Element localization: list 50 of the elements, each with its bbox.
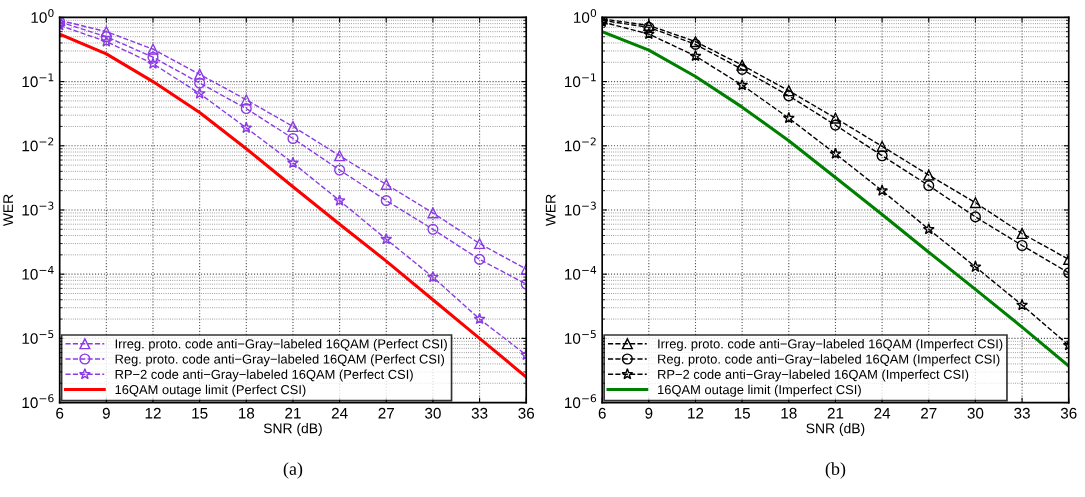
legend-label: Reg. proto. code anti−Gray−labeled 16QAM (Imperfect CSI): [658, 354, 1000, 367]
x-tick-label: 21: [827, 407, 844, 419]
legend-label: RP−2 code anti−Gray−labeled 16QAM (Perfect CSI): [115, 369, 413, 382]
y-tick-label: 10$^{−3}$: [22, 201, 54, 216]
x-tick-label: 36: [518, 407, 535, 419]
y-tick-label: 10$^{−5}$: [22, 330, 54, 344]
x-tick-label: 18: [781, 407, 797, 419]
x-tick-label: 21: [285, 407, 301, 419]
x-tick-label: 36: [1060, 407, 1077, 419]
x-tick-label: 9: [102, 407, 110, 419]
legend-label: Reg. proto. code anti−Gray−labeled 16QAM (Perfect CSI): [115, 354, 445, 367]
x-axis-title: SNR (dB): [806, 423, 865, 436]
y-tick-label: 10$^{0}$: [574, 9, 597, 23]
x-tick-label: 15: [192, 407, 208, 419]
y-axis-title: WER: [3, 194, 13, 227]
x-tick-label: 12: [688, 407, 704, 419]
x-axis-title: SNR (dB): [263, 423, 322, 436]
x-tick-label: 24: [331, 407, 348, 419]
legend-label: 16QAM outage limit (Perfect CSI): [115, 384, 306, 397]
x-tick-label: 27: [378, 407, 394, 419]
x-tick-label: 24: [874, 407, 891, 419]
x-tick-label: 33: [1014, 407, 1030, 419]
x-tick-label: 33: [471, 407, 488, 419]
legend-label: Irreg. proto. code anti−Gray−labeled 16QAM (Perfect CSI): [115, 338, 447, 351]
y-tick-label: 10$^{−1}$: [22, 73, 54, 88]
y-tick-label: 10$^{−6}$: [22, 394, 54, 409]
text: (b): [825, 462, 846, 479]
x-tick-label: 30: [425, 407, 441, 419]
x-tick-label: 27: [921, 407, 937, 419]
legend-label: 16QAM outage limit (Imperfect CSI): [658, 384, 861, 397]
text: (a): [283, 462, 303, 479]
y-tick-label: 10$^{0}$: [31, 9, 54, 23]
x-tick-label: 6: [598, 407, 606, 419]
y-tick-label: 10$^{−3}$: [565, 201, 596, 216]
y-tick-label: 10$^{−6}$: [565, 394, 597, 409]
y-tick-label: 10$^{−2}$: [22, 137, 54, 152]
x-tick-label: 9: [645, 407, 653, 419]
y-tick-label: 10$^{−4}$: [22, 265, 54, 280]
x-tick-label: 30: [967, 407, 984, 419]
x-tick-label: 15: [734, 407, 750, 419]
x-tick-label: 18: [238, 407, 255, 419]
y-axis-title: WER: [545, 194, 556, 227]
legend-label: Irreg. proto. code anti−Gray−labeled 16QAM (Imperfect CSI): [658, 338, 1003, 351]
y-tick-label: 10$^{−2}$: [565, 137, 596, 152]
x-tick-label: 12: [145, 407, 161, 419]
y-tick-label: 10$^{−5}$: [565, 330, 596, 344]
x-tick-label: 6: [56, 407, 64, 419]
y-tick-label: 10$^{−1}$: [565, 73, 596, 88]
y-tick-label: 10$^{−4}$: [565, 265, 597, 280]
legend-label: RP−2 code anti−Gray−labeled 16QAM (Imperfect CSI): [658, 369, 969, 382]
